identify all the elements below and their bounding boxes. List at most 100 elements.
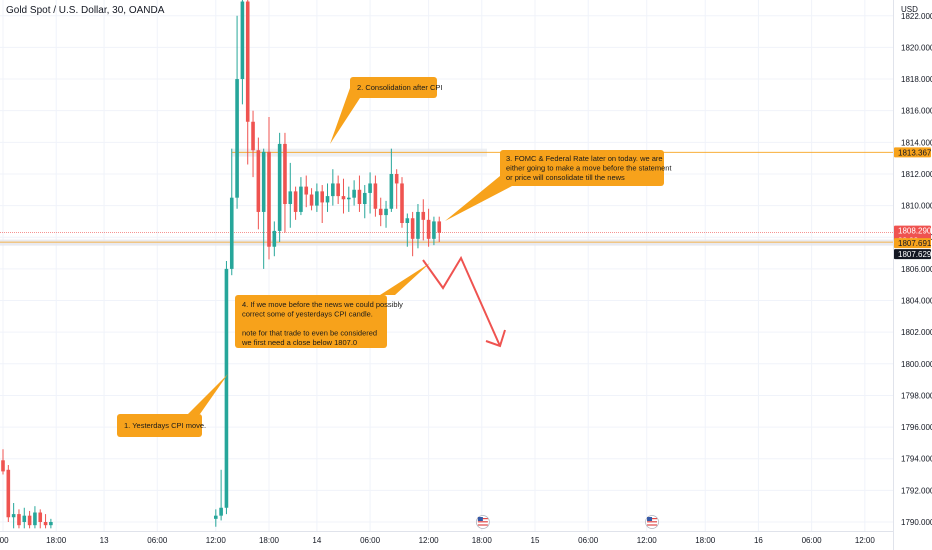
candle-body <box>421 211 426 220</box>
candle-body <box>378 208 383 216</box>
y-tick-label: 1812.000 <box>901 170 932 179</box>
svg-text:1807.691: 1807.691 <box>898 239 932 248</box>
annotation-text: correct some of yesterdays CPI candle. <box>242 310 373 319</box>
candle-body <box>331 183 335 197</box>
candle-body <box>256 150 261 212</box>
candle-body <box>245 1 250 122</box>
currency-label: USD <box>901 5 918 14</box>
svg-text:1808.290: 1808.290 <box>898 227 932 236</box>
svg-text:1813.367: 1813.367 <box>898 148 932 157</box>
candle-body <box>426 219 431 239</box>
x-tick-label: 06:00 <box>147 536 168 545</box>
callout-box <box>350 77 437 98</box>
y-tick-label: 1806.000 <box>901 265 932 274</box>
candle-body <box>384 208 388 216</box>
x-tick-label: 12:00 <box>855 536 876 545</box>
annotation-n2[interactable]: 2. Consolidation after CPI <box>330 77 442 144</box>
time-axis[interactable]: :00 18:00 13 06:00 12:00 18:00 14 06:00 12:00 18:… <box>0 536 875 545</box>
candle-body <box>22 515 27 522</box>
x-tick-label: :00 <box>0 536 9 545</box>
y-tick-label: 1814.000 <box>901 138 932 147</box>
candle-body <box>432 221 436 239</box>
projection-arrowhead <box>485 329 506 348</box>
price-label: 1813.367 <box>894 147 932 158</box>
candle-body <box>229 197 234 269</box>
candle-body <box>373 183 378 209</box>
us-flag-icon[interactable] <box>475 515 490 529</box>
y-tick-label: 1820.000 <box>901 43 932 52</box>
candle-body <box>309 194 314 206</box>
x-tick-label: 18:00 <box>472 536 493 545</box>
candle-body <box>368 183 372 193</box>
annotation-n3[interactable]: 3. FOMC & Federal Rate later on today. w… <box>445 150 672 221</box>
candle-body <box>33 512 37 526</box>
candle-body <box>405 218 410 224</box>
callout-box <box>117 414 202 437</box>
candle-body <box>272 230 277 247</box>
candles <box>1 0 442 529</box>
y-tick-label: 1800.000 <box>901 360 932 369</box>
x-tick-label: 14 <box>312 536 321 545</box>
candle-body <box>224 268 229 508</box>
callout-pointer <box>445 176 512 221</box>
chart-title: Gold Spot / U.S. Dollar, 30, OANDA <box>6 5 165 16</box>
x-tick-label: 16 <box>754 536 763 545</box>
candle-body <box>11 514 16 518</box>
candle-body <box>261 151 266 212</box>
candle-body <box>27 515 32 526</box>
y-tick-label: 1816.000 <box>901 107 932 116</box>
grid-lines <box>0 0 893 531</box>
candle-body <box>251 121 255 151</box>
candle-body <box>288 191 293 205</box>
svg-text:1807.629: 1807.629 <box>898 250 932 259</box>
annotation-n1[interactable]: 1. Yesterdays CPI move. <box>117 374 228 437</box>
candle-body <box>214 515 218 519</box>
callout-pointer <box>380 263 430 295</box>
candle-body <box>283 143 287 205</box>
candle-body <box>49 522 53 526</box>
y-tick-label: 1790.000 <box>901 518 932 527</box>
candle-body <box>400 183 404 224</box>
annotation-n4[interactable]: 4. If we move before the news we could p… <box>235 263 430 348</box>
candle-body <box>304 186 309 195</box>
y-tick-label: 1802.000 <box>901 328 932 337</box>
x-tick-label: 13 <box>100 536 109 545</box>
y-tick-label: 1810.000 <box>901 202 932 211</box>
candle-body <box>17 514 21 526</box>
candle-body <box>357 189 362 205</box>
candle-body <box>43 522 48 526</box>
candle-body <box>235 79 239 198</box>
candle-body <box>6 469 11 518</box>
annotation-text: note for that trade to even be considere… <box>242 329 377 338</box>
y-tick-label: 1798.000 <box>901 391 932 400</box>
x-tick-label: 06:00 <box>578 536 599 545</box>
x-tick-label: 12:00 <box>206 536 227 545</box>
candle-body <box>341 196 346 200</box>
candle-body <box>219 507 223 516</box>
candle-body <box>38 512 43 522</box>
candle-body <box>336 183 340 197</box>
annotation-text: or price will consolidate till the news <box>506 173 625 182</box>
candle-body <box>347 197 351 200</box>
us-flag-icon[interactable] <box>645 515 659 529</box>
candle-body <box>267 151 271 247</box>
candle-body <box>320 191 324 203</box>
candle-body <box>362 192 367 205</box>
x-tick-label: 18:00 <box>259 536 280 545</box>
candle-body <box>277 143 282 231</box>
annotation-text: 2. Consolidation after CPI <box>357 83 442 92</box>
y-tick-label: 1794.000 <box>901 455 932 464</box>
y-tick-label: 1792.000 <box>901 486 932 495</box>
x-tick-label: 12:00 <box>419 536 440 545</box>
callout-pointer <box>188 374 228 414</box>
callout-box <box>500 150 664 186</box>
candle-body <box>293 191 298 212</box>
candle-body <box>1 460 5 472</box>
y-tick-label: 1804.000 <box>901 297 932 306</box>
callout-box <box>235 295 387 348</box>
candle-body <box>240 1 245 80</box>
y-tick-label: 1818.000 <box>901 75 932 84</box>
